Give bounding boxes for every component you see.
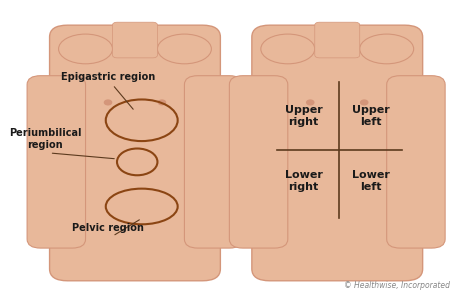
FancyBboxPatch shape [314, 22, 359, 58]
Circle shape [104, 100, 112, 105]
Circle shape [306, 100, 313, 105]
Text: Lower
left: Lower left [351, 170, 389, 192]
Text: Periumbilical
region: Periumbilical region [9, 128, 81, 150]
Text: Pelvic region: Pelvic region [72, 223, 144, 233]
Circle shape [360, 100, 367, 105]
Text: Lower
right: Lower right [284, 170, 322, 192]
Circle shape [158, 100, 165, 105]
FancyBboxPatch shape [229, 76, 287, 248]
Text: Epigastric region: Epigastric region [61, 72, 155, 82]
Ellipse shape [58, 34, 112, 64]
Ellipse shape [260, 34, 314, 64]
Ellipse shape [359, 34, 413, 64]
Text: Upper
left: Upper left [351, 105, 389, 127]
Ellipse shape [157, 34, 211, 64]
FancyBboxPatch shape [386, 76, 444, 248]
FancyBboxPatch shape [251, 25, 422, 281]
FancyBboxPatch shape [184, 76, 242, 248]
Text: © Healthwise, Incorporated: © Healthwise, Incorporated [343, 281, 448, 290]
FancyBboxPatch shape [27, 76, 85, 248]
FancyBboxPatch shape [112, 22, 157, 58]
FancyBboxPatch shape [50, 25, 220, 281]
Text: Upper
right: Upper right [284, 105, 322, 127]
